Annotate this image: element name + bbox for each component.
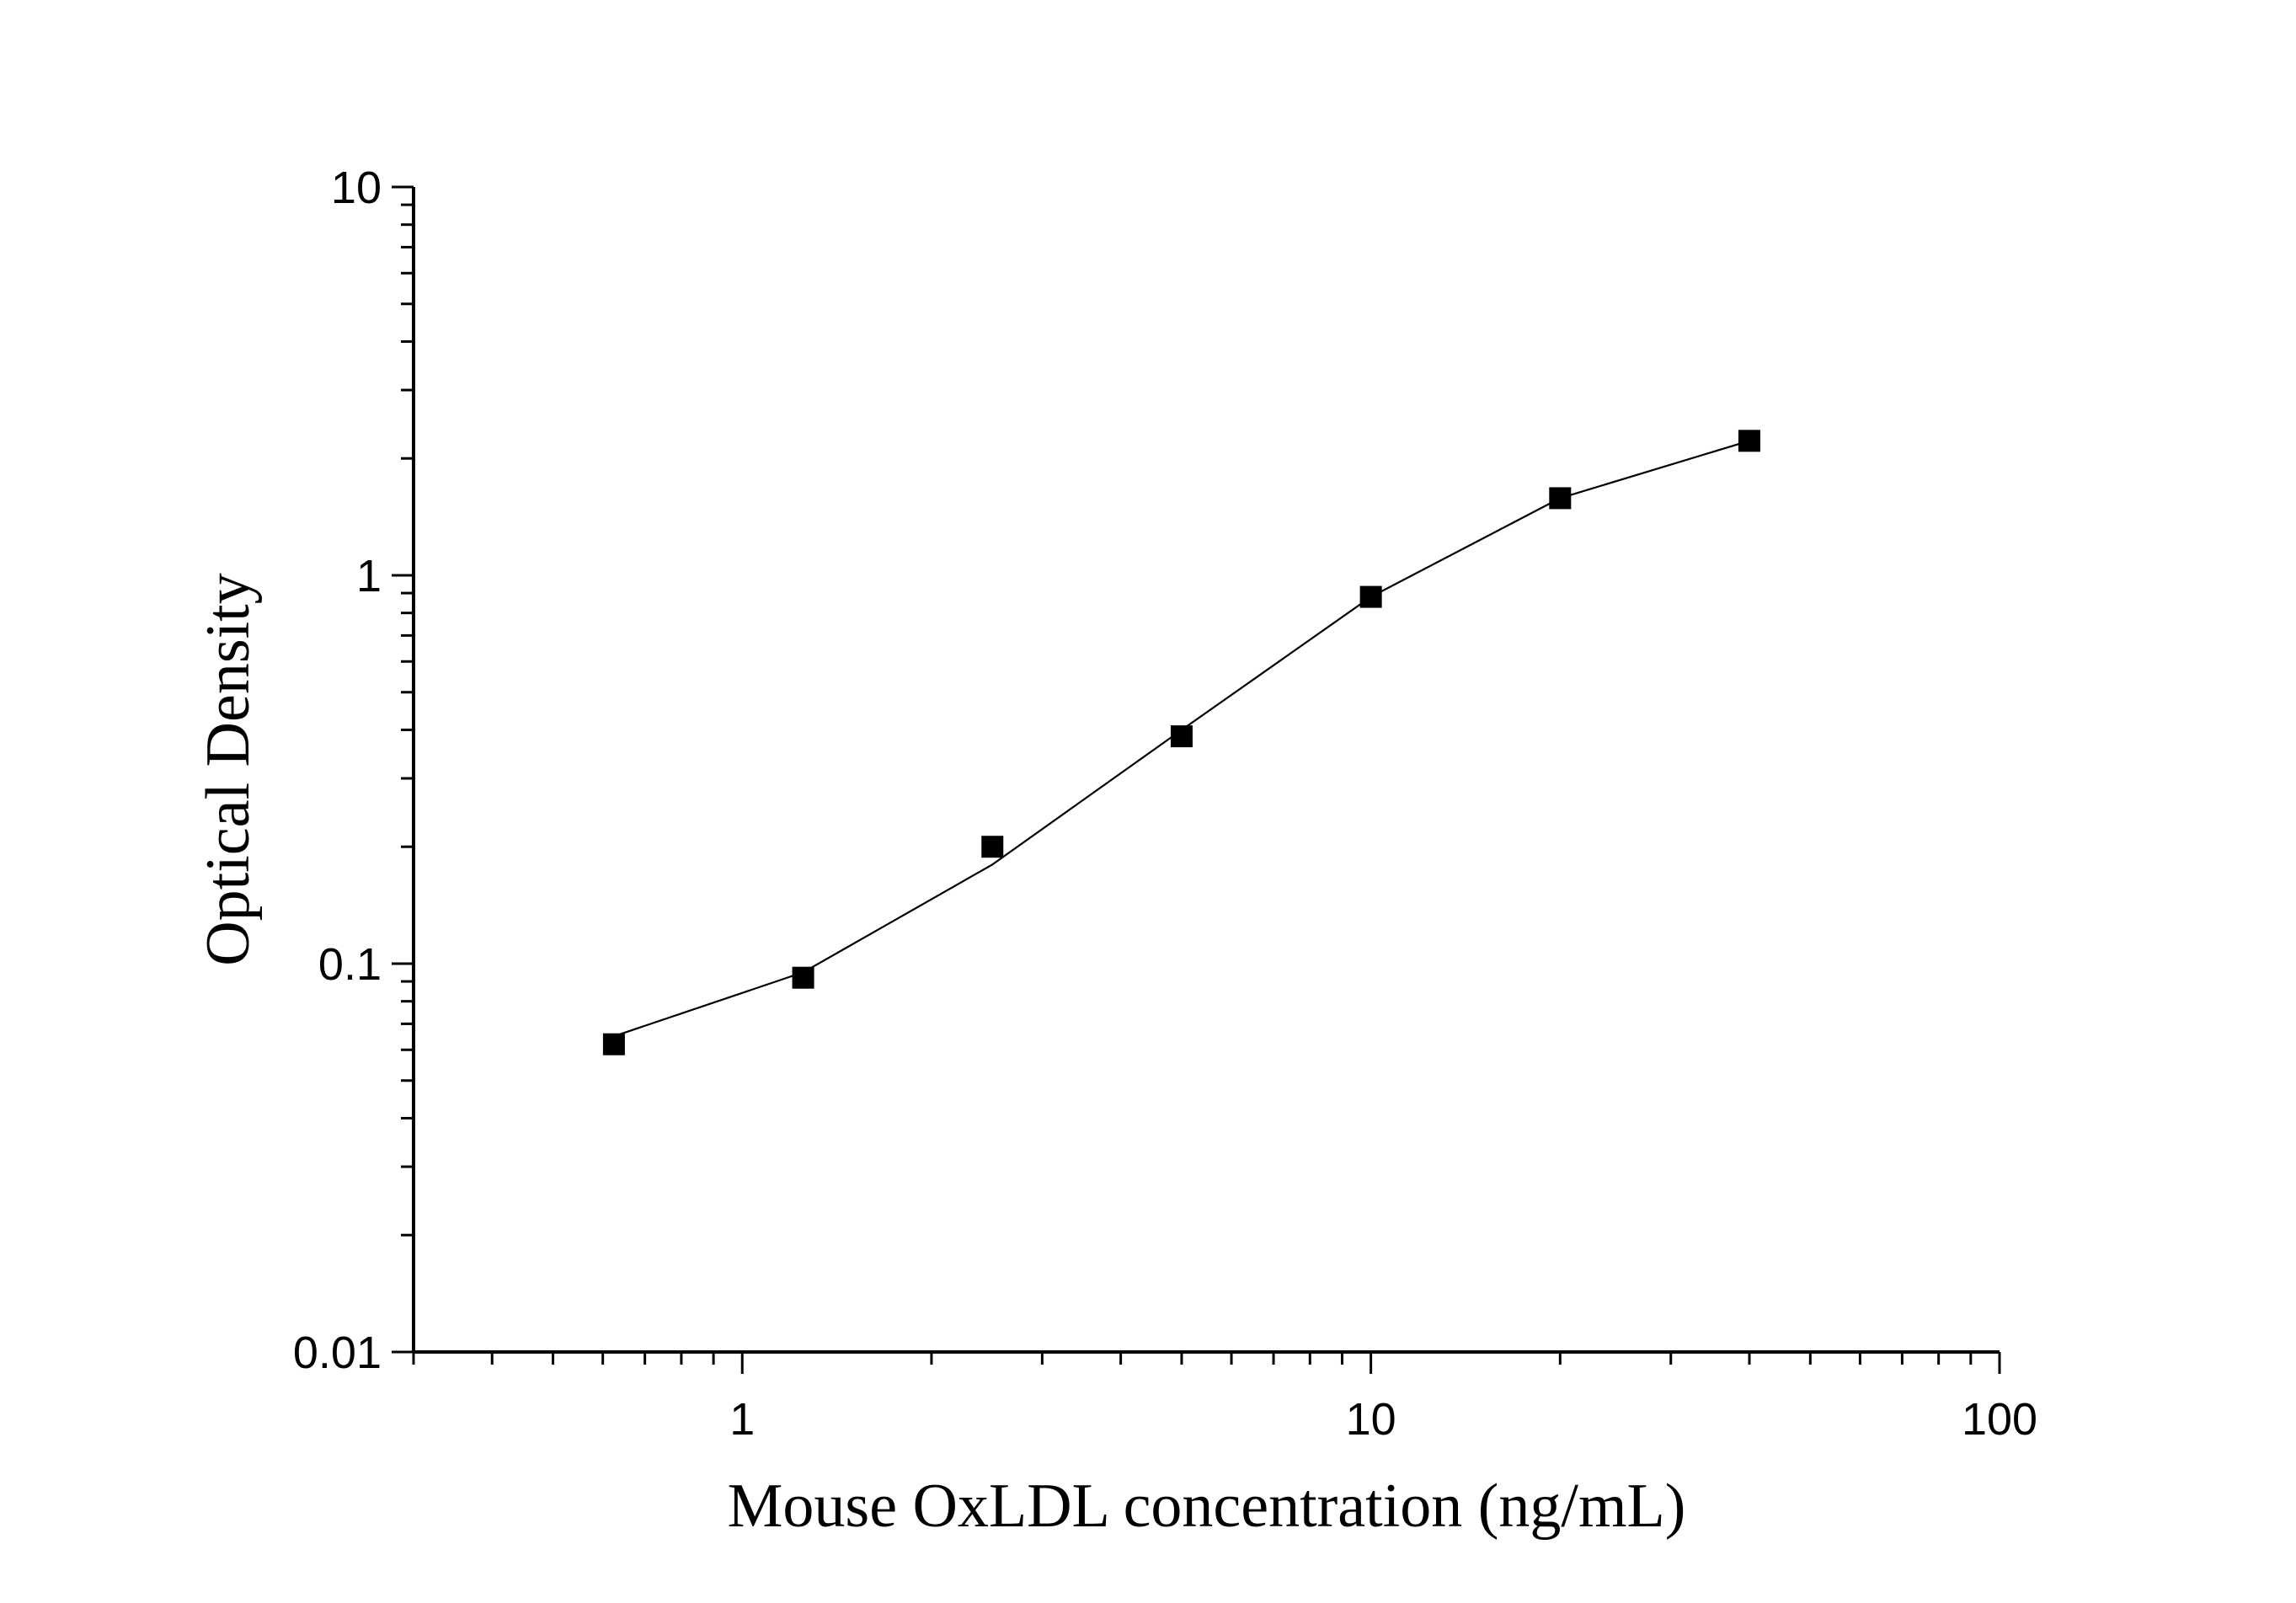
y-tick-label: 1 [356, 551, 382, 601]
y-tick-label: 10 [331, 163, 382, 213]
x-tick-label: 10 [1346, 1394, 1396, 1445]
y-axis-title: Optical Density [194, 573, 263, 966]
y-axis-ticks [392, 185, 414, 1354]
data-point-marker [1738, 430, 1760, 452]
data-point-marker [1359, 585, 1382, 608]
data-point-marker [1170, 725, 1193, 748]
x-tick-label: 100 [1962, 1394, 2037, 1445]
y-tick-label: 0.01 [293, 1328, 382, 1378]
data-point-marker [1549, 487, 1572, 510]
x-axis-ticks [412, 1352, 2001, 1374]
axes [412, 187, 2000, 1354]
data-points [602, 430, 1760, 1055]
data-point-marker [602, 1033, 625, 1055]
data-point-marker [792, 966, 814, 989]
x-axis-title: Mouse OxLDL concentration (ng/mL) [728, 1472, 1686, 1541]
y-tick-label: 0.1 [318, 939, 382, 990]
y-axis-tick-labels: 0.01 0.1 1 10 [293, 163, 382, 1378]
x-axis-tick-labels: 1 10 100 [729, 1394, 2037, 1445]
data-point-marker [981, 836, 1004, 858]
x-tick-label: 1 [729, 1394, 755, 1445]
